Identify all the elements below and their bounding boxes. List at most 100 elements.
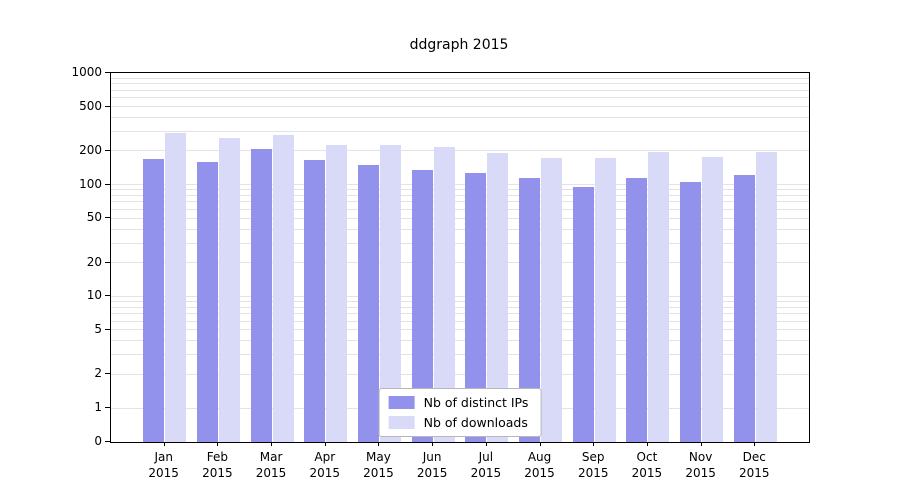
gridline (111, 116, 809, 118)
x-tick-mark (432, 442, 434, 446)
x-tick-mark (485, 442, 487, 446)
x-tick-mark (539, 442, 541, 446)
x-tick-month: Feb (206, 450, 228, 464)
y-tick-label: 1 (94, 400, 102, 414)
x-tick-mark (754, 442, 756, 446)
x-tick-label: Sep 2015 (561, 449, 625, 481)
bar-downloads (487, 153, 509, 442)
gridline (111, 242, 809, 244)
x-tick-mark (378, 442, 380, 446)
legend-label: Nb of distinct IPs (423, 395, 529, 410)
gridline (111, 201, 809, 203)
x-tick-mark (646, 442, 648, 446)
gridline (111, 130, 809, 132)
x-tick-year: 2015 (363, 466, 394, 480)
x-tick-mark (324, 442, 326, 446)
bar-distinct-ips (733, 174, 755, 442)
x-tick-month: Jun (422, 450, 442, 464)
gridline (111, 208, 809, 210)
gridline (111, 228, 809, 230)
gridline (111, 89, 809, 91)
x-tick-month: Oct (636, 450, 658, 464)
bar-distinct-ips (304, 160, 326, 442)
legend-label: Nb of downloads (423, 415, 528, 430)
gridline (111, 217, 809, 219)
bar-distinct-ips (196, 161, 218, 442)
x-tick-month: Sep (581, 450, 605, 464)
x-tick-year: 2015 (577, 466, 609, 480)
gridline (111, 313, 809, 315)
x-tick-label: Feb 2015 (185, 449, 249, 481)
x-tick-month: Nov (688, 450, 713, 464)
gridline (111, 354, 809, 356)
gridline (111, 329, 809, 331)
x-tick-month: Aug (527, 450, 552, 464)
gridline (111, 295, 809, 297)
gridline (111, 97, 809, 99)
bar-distinct-ips (411, 170, 433, 442)
x-tick-year: 2015 (470, 466, 502, 480)
gridline (111, 300, 809, 302)
x-tick-mark (271, 442, 273, 446)
legend-swatch-distinct-ips (388, 396, 415, 409)
x-tick-label: Jun 2015 (400, 449, 464, 481)
x-tick-year: 2015 (255, 466, 287, 480)
x-tick-label: Dec 2015 (722, 449, 786, 481)
y-tick-mark (105, 441, 110, 442)
bar-downloads (326, 144, 348, 442)
y-tick-mark (105, 373, 110, 375)
legend: Nb of distinct IPs Nb of downloads (378, 388, 542, 437)
gridline (111, 189, 809, 191)
bar-downloads (272, 134, 294, 442)
y-tick-label: 100 (79, 176, 102, 191)
bar-distinct-ips (465, 172, 487, 442)
x-tick-year: 2015 (685, 466, 716, 480)
bar-downloads (648, 151, 670, 442)
x-tick-month: May (366, 450, 391, 464)
y-tick-label: 1000 (71, 64, 102, 79)
bar-distinct-ips (250, 148, 272, 442)
y-tick-mark (105, 295, 110, 297)
gridline (111, 262, 809, 264)
bar-downloads (541, 158, 563, 442)
gridline (111, 373, 809, 375)
x-tick-month: Jul (478, 450, 494, 464)
x-tick-mark (163, 442, 165, 446)
x-tick-month: Jan (154, 450, 173, 464)
y-tick-mark (105, 261, 110, 263)
bar-downloads (755, 151, 777, 442)
x-tick-label: Jul 2015 (454, 449, 518, 481)
bar-distinct-ips (626, 177, 648, 442)
gridline (111, 106, 809, 108)
y-tick-mark (105, 183, 110, 185)
x-tick-label: May 2015 (346, 449, 410, 481)
gridline (111, 150, 809, 152)
y-tick-label: 10 (86, 288, 102, 303)
x-tick-label: Nov 2015 (669, 449, 733, 481)
y-tick-mark (105, 71, 110, 73)
legend-swatch-downloads (388, 416, 415, 429)
chart-title: ddgraph 2015 (409, 37, 509, 53)
bar-distinct-ips (357, 164, 379, 442)
bar-downloads (702, 157, 724, 442)
gridline (111, 184, 809, 186)
x-tick-label: Apr 2015 (293, 449, 357, 481)
x-tick-label: Mar 2015 (239, 449, 303, 481)
x-tick-year: 2015 (309, 466, 341, 480)
x-tick-year: 2015 (202, 466, 233, 480)
x-tick-year: 2015 (524, 466, 555, 480)
y-tick-mark (105, 328, 110, 330)
x-tick-year: 2015 (631, 466, 663, 480)
x-tick-label: Aug 2015 (508, 449, 572, 481)
y-tick-label: 0 (94, 434, 102, 448)
y-tick-mark (105, 407, 110, 408)
x-tick-label: Jan 2015 (132, 449, 196, 481)
x-tick-month: Mar (259, 450, 283, 464)
y-tick-label: 50 (86, 210, 102, 225)
bar-downloads (165, 132, 187, 442)
bar-downloads (433, 147, 455, 442)
gridline (111, 320, 809, 322)
gridline (111, 340, 809, 342)
x-tick-year: 2015 (148, 466, 179, 480)
